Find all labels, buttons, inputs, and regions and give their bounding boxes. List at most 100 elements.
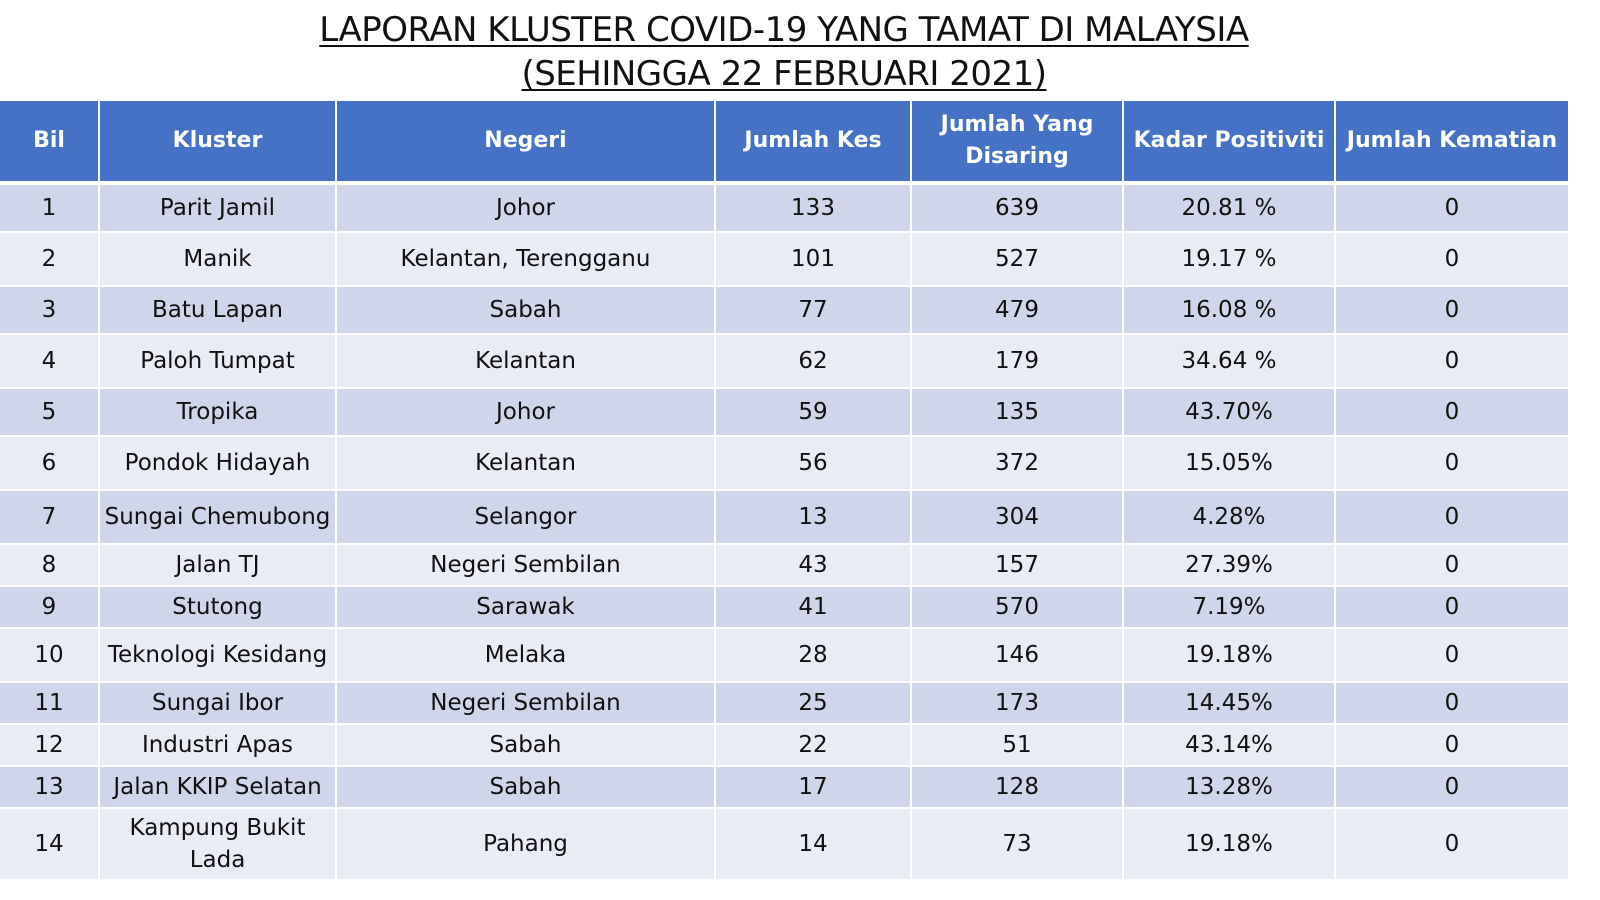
cell-jumlah-disaring: 51 (911, 724, 1124, 767)
cell-jumlah-kematian: 0 (1335, 682, 1568, 725)
cell-jumlah-kes: 62 (715, 334, 912, 389)
cell-kluster: Sungai Ibor (99, 682, 337, 725)
col-header-negeri: Negeri (336, 101, 716, 185)
cell-kadar-positiviti: 16.08 % (1123, 286, 1336, 335)
cell-kadar-positiviti: 27.39% (1123, 544, 1336, 587)
cell-jumlah-disaring: 570 (911, 586, 1124, 629)
cell-negeri: Negeri Sembilan (336, 544, 716, 587)
cell-jumlah-kematian: 0 (1335, 628, 1568, 683)
cell-jumlah-kes: 101 (715, 232, 912, 287)
cell-kadar-positiviti: 15.05% (1123, 436, 1336, 491)
cell-jumlah-kes: 77 (715, 286, 912, 335)
cell-bil: 3 (0, 286, 100, 335)
table-row: 2 Manik Kelantan, Terengganu 101 527 19.… (0, 232, 1568, 287)
cell-jumlah-kematian: 0 (1335, 183, 1568, 233)
cell-jumlah-kes: 25 (715, 682, 912, 725)
cell-jumlah-kes: 56 (715, 436, 912, 491)
cell-bil: 13 (0, 766, 100, 809)
cell-bil: 1 (0, 183, 100, 233)
table-row: 7 Sungai Chemubong Selangor 13 304 4.28%… (0, 490, 1568, 545)
cell-negeri: Negeri Sembilan (336, 682, 716, 725)
title-line-1: LAPORAN KLUSTER COVID-19 YANG TAMAT DI M… (319, 10, 1249, 50)
col-header-jumlah-disaring: Jumlah Yang Disaring (911, 101, 1124, 185)
col-header-jumlah-kematian: Jumlah Kematian (1335, 101, 1568, 185)
title-line-2: (SEHINGGA 22 FEBRUARI 2021) (521, 54, 1047, 94)
cell-bil: 5 (0, 388, 100, 437)
cell-bil: 9 (0, 586, 100, 629)
cell-jumlah-kes: 133 (715, 183, 912, 233)
cell-jumlah-disaring: 304 (911, 490, 1124, 545)
table-row: 13 Jalan KKIP Selatan Sabah 17 128 13.28… (0, 766, 1568, 809)
table-row: 5 Tropika Johor 59 135 43.70% 0 (0, 388, 1568, 437)
cell-kluster: Teknologi Kesidang (99, 628, 337, 683)
cell-kadar-positiviti: 43.70% (1123, 388, 1336, 437)
col-header-jumlah-kes: Jumlah Kes (715, 101, 912, 185)
cell-jumlah-disaring: 527 (911, 232, 1124, 287)
cell-jumlah-kes: 43 (715, 544, 912, 587)
cell-negeri: Sabah (336, 724, 716, 767)
cell-jumlah-kematian: 0 (1335, 586, 1568, 629)
table-row: 9 Stutong Sarawak 41 570 7.19% 0 (0, 586, 1568, 629)
report-title: LAPORAN KLUSTER COVID-19 YANG TAMAT DI M… (0, 8, 1568, 96)
cell-jumlah-kes: 14 (715, 808, 912, 881)
cell-bil: 8 (0, 544, 100, 587)
cell-bil: 14 (0, 808, 100, 881)
cell-negeri: Johor (336, 183, 716, 233)
cell-negeri: Sarawak (336, 586, 716, 629)
cell-kadar-positiviti: 13.28% (1123, 766, 1336, 809)
cell-jumlah-disaring: 157 (911, 544, 1124, 587)
cell-jumlah-disaring: 146 (911, 628, 1124, 683)
cell-bil: 4 (0, 334, 100, 389)
cell-kadar-positiviti: 14.45% (1123, 682, 1336, 725)
table-row: 8 Jalan TJ Negeri Sembilan 43 157 27.39%… (0, 544, 1568, 587)
cell-jumlah-disaring: 135 (911, 388, 1124, 437)
cluster-table: Bil Kluster Negeri Jumlah Kes Jumlah Yan… (0, 101, 1568, 881)
cell-jumlah-kematian: 0 (1335, 388, 1568, 437)
cell-negeri: Kelantan (336, 436, 716, 491)
cell-jumlah-kematian: 0 (1335, 544, 1568, 587)
cell-kluster: Industri Apas (99, 724, 337, 767)
cell-jumlah-kematian: 0 (1335, 808, 1568, 881)
cell-jumlah-kematian: 0 (1335, 286, 1568, 335)
cell-negeri: Kelantan, Terengganu (336, 232, 716, 287)
cell-jumlah-disaring: 128 (911, 766, 1124, 809)
cell-kluster: Stutong (99, 586, 337, 629)
cell-kluster: Manik (99, 232, 337, 287)
cell-kadar-positiviti: 34.64 % (1123, 334, 1336, 389)
cell-kadar-positiviti: 4.28% (1123, 490, 1336, 545)
cell-kluster: Paloh Tumpat (99, 334, 337, 389)
col-header-jumlah-disaring-line1: Jumlah Yang (940, 112, 1094, 137)
cell-kluster: Pondok Hidayah (99, 436, 337, 491)
cell-kluster: Batu Lapan (99, 286, 337, 335)
cell-jumlah-disaring: 179 (911, 334, 1124, 389)
cell-bil: 10 (0, 628, 100, 683)
cell-jumlah-kematian: 0 (1335, 436, 1568, 491)
cell-jumlah-kes: 28 (715, 628, 912, 683)
cell-negeri: Pahang (336, 808, 716, 881)
cell-kluster: Parit Jamil (99, 183, 337, 233)
cell-jumlah-kes: 22 (715, 724, 912, 767)
cell-negeri: Sabah (336, 766, 716, 809)
cell-bil: 7 (0, 490, 100, 545)
cell-jumlah-kes: 59 (715, 388, 912, 437)
cell-kadar-positiviti: 19.17 % (1123, 232, 1336, 287)
cell-jumlah-kematian: 0 (1335, 766, 1568, 809)
cell-jumlah-kematian: 0 (1335, 334, 1568, 389)
cell-negeri: Johor (336, 388, 716, 437)
cell-jumlah-kematian: 0 (1335, 232, 1568, 287)
cell-bil: 11 (0, 682, 100, 725)
cell-jumlah-kematian: 0 (1335, 724, 1568, 767)
table-row: 4 Paloh Tumpat Kelantan 62 179 34.64 % 0 (0, 334, 1568, 389)
table-row: 1 Parit Jamil Johor 133 639 20.81 % 0 (0, 183, 1568, 233)
table-row: 3 Batu Lapan Sabah 77 479 16.08 % 0 (0, 286, 1568, 335)
cell-jumlah-disaring: 479 (911, 286, 1124, 335)
cell-bil: 6 (0, 436, 100, 491)
cell-kadar-positiviti: 20.81 % (1123, 183, 1336, 233)
cell-negeri: Melaka (336, 628, 716, 683)
cell-jumlah-disaring: 639 (911, 183, 1124, 233)
cell-kadar-positiviti: 19.18% (1123, 808, 1336, 881)
cell-negeri: Sabah (336, 286, 716, 335)
cell-jumlah-kes: 13 (715, 490, 912, 545)
cell-jumlah-kematian: 0 (1335, 490, 1568, 545)
cell-jumlah-disaring: 73 (911, 808, 1124, 881)
